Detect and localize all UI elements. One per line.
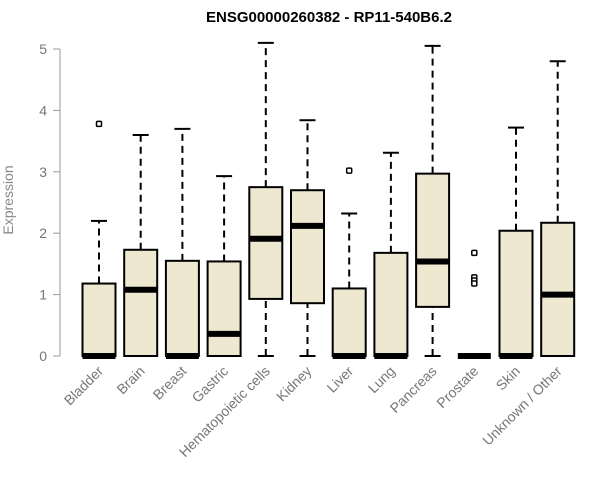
chart-title: ENSG00000260382 - RP11-540B6.2 — [206, 9, 452, 26]
x-tick-label-6: Liver — [324, 363, 357, 396]
y-axis-label: Expression — [0, 165, 16, 234]
y-tick-label-0: 0 — [39, 348, 47, 364]
box-5 — [290, 119, 325, 357]
boxes-group — [81, 41, 576, 359]
x-tick-label-0: Bladder — [61, 363, 107, 409]
box-3 — [206, 175, 242, 357]
outlier-point — [345, 167, 353, 174]
box-body — [373, 251, 409, 358]
box-body — [540, 221, 576, 357]
y-tick-label-3: 3 — [39, 164, 47, 180]
y-tick-label-2: 2 — [39, 225, 47, 241]
x-tick-label-10: Skin — [493, 363, 524, 394]
outlier-point — [95, 120, 103, 128]
x-tick-label-9: Prostate — [433, 363, 481, 411]
x-tick-label-2: Breast — [150, 363, 190, 403]
outlier-point — [471, 249, 478, 257]
box-body — [248, 186, 284, 300]
box-8 — [415, 44, 451, 357]
box-4 — [248, 41, 284, 357]
y-axis: 0 1 2 3 4 5 — [39, 41, 61, 364]
box-1 — [123, 133, 159, 357]
box-6 — [331, 167, 367, 359]
box-10 — [498, 126, 534, 359]
y-tick-label-5: 5 — [39, 41, 47, 57]
x-tick-label-7: Lung — [365, 363, 398, 396]
outlier-point — [471, 280, 478, 287]
box-2 — [164, 127, 200, 359]
x-tick-label-5: Kidney — [273, 363, 315, 405]
y-tick-label-1: 1 — [39, 287, 47, 303]
box-9 — [457, 249, 491, 359]
box-7 — [373, 151, 409, 359]
box-11 — [540, 60, 576, 357]
box-body — [123, 248, 159, 357]
y-tick-label-4: 4 — [39, 102, 47, 118]
box-body — [164, 259, 200, 357]
box-body — [206, 260, 242, 357]
x-tick-label-1: Brain — [113, 363, 147, 397]
box-0 — [81, 120, 117, 359]
box-body — [415, 172, 451, 308]
box-body — [498, 229, 534, 357]
box-body — [290, 189, 325, 305]
box-body — [81, 282, 117, 358]
box-body — [331, 287, 367, 357]
x-tick-label-11: Unknown / Other — [479, 363, 565, 449]
